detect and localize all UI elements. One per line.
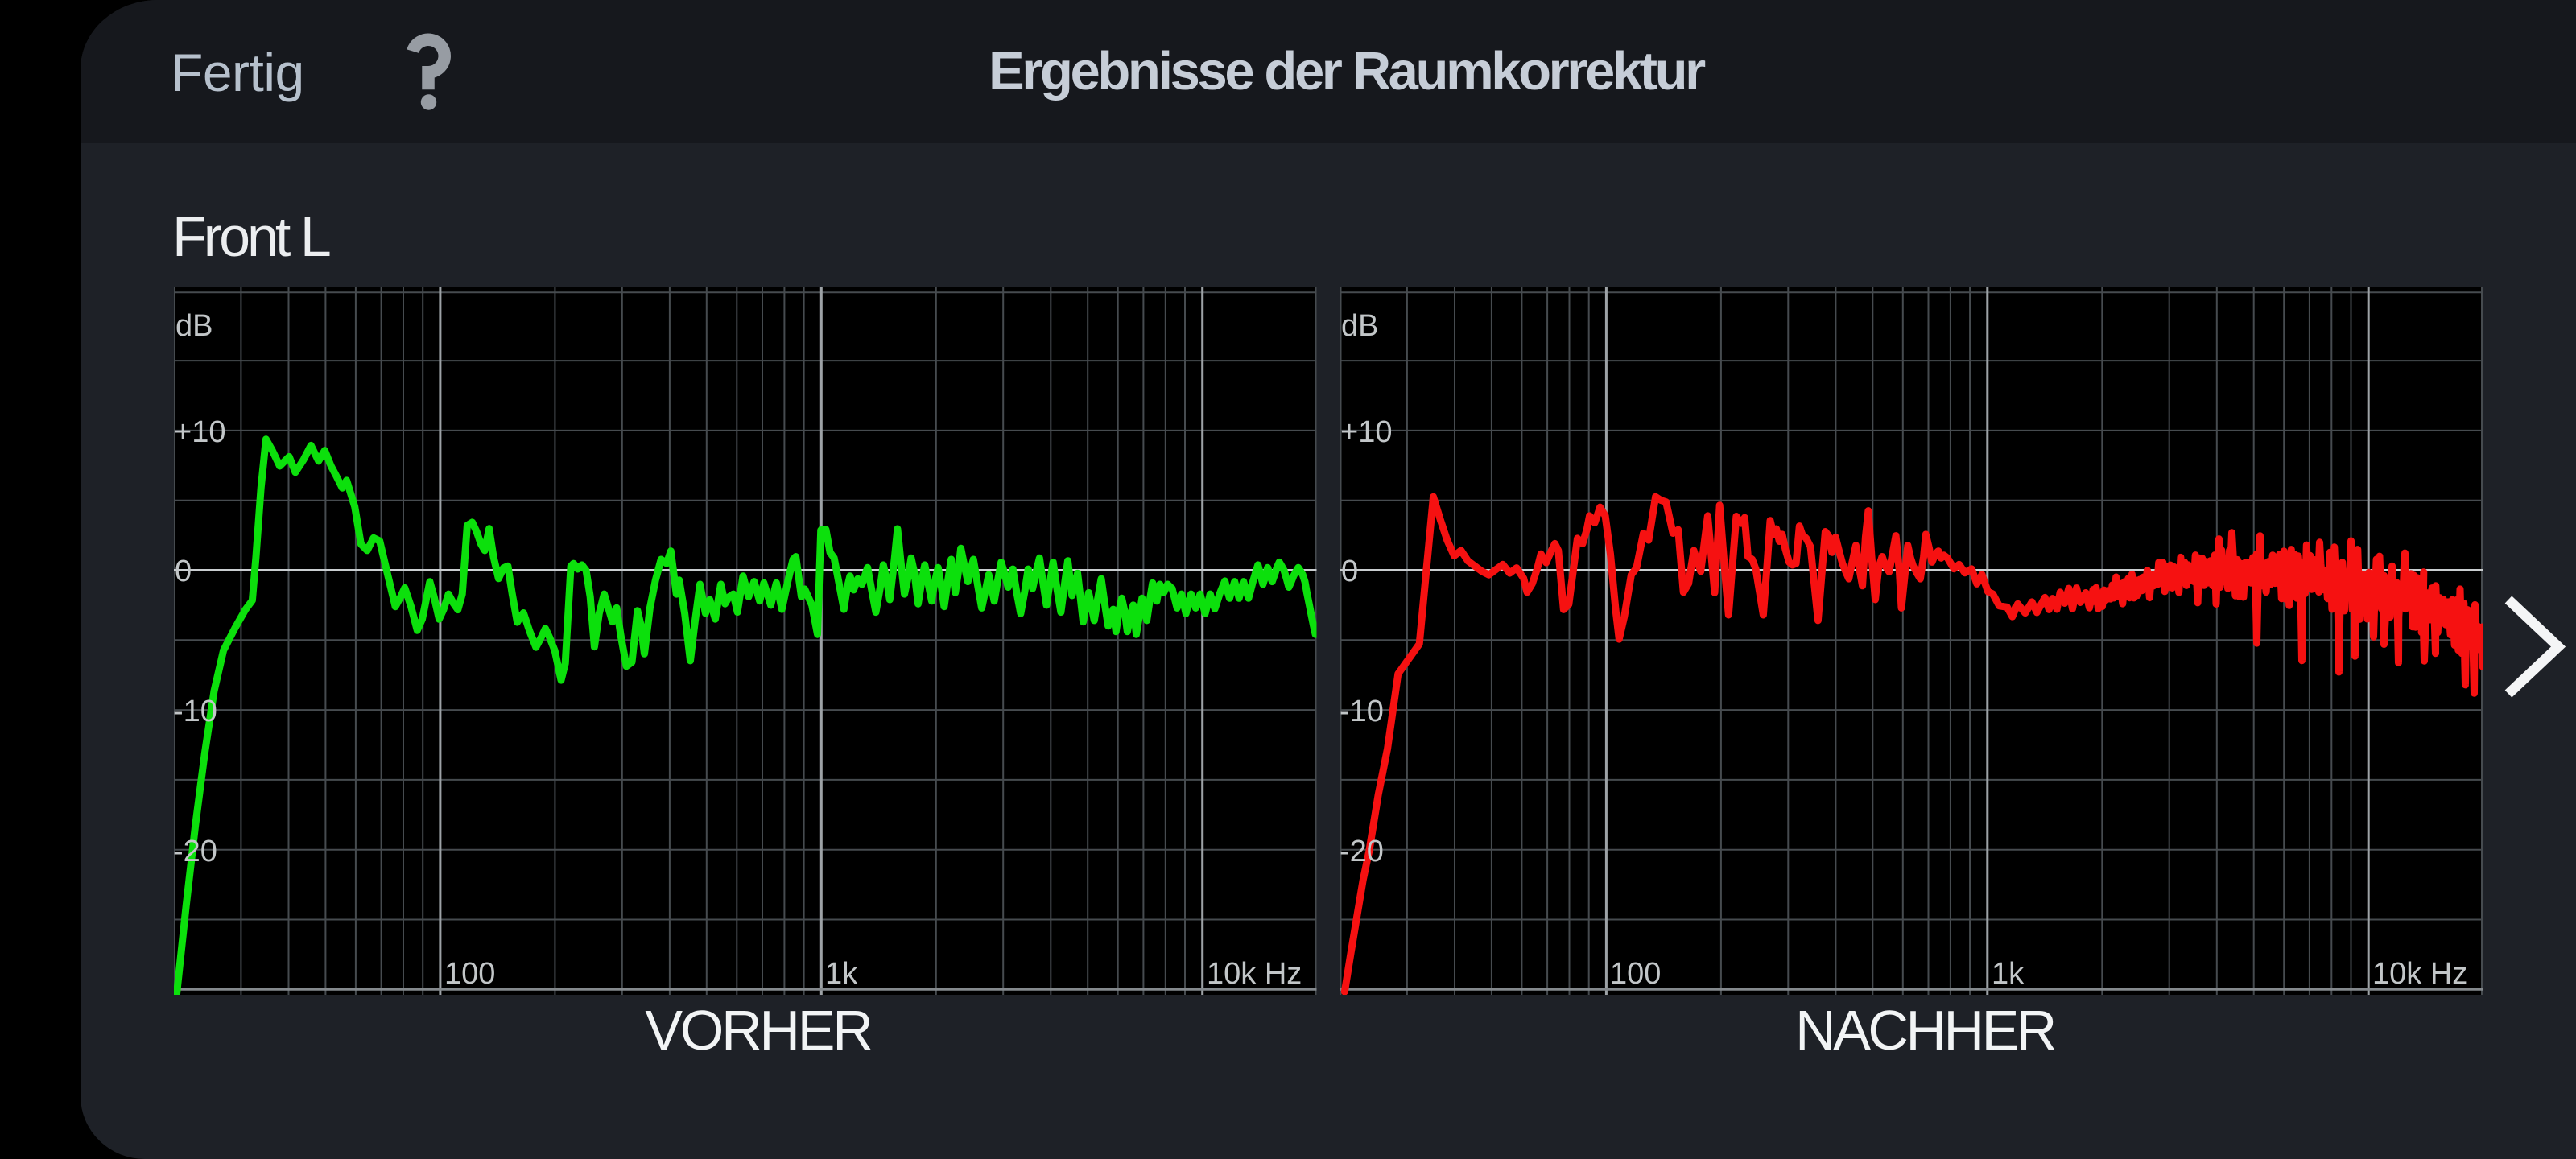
- svg-text:1k: 1k: [825, 957, 858, 991]
- svg-text:100: 100: [1610, 957, 1661, 991]
- svg-text:0: 0: [1341, 555, 1358, 588]
- svg-text:dB: dB: [1341, 309, 1378, 343]
- svg-text:0: 0: [175, 555, 192, 588]
- svg-text:+10: +10: [174, 415, 225, 449]
- svg-text:100: 100: [444, 957, 495, 991]
- svg-text:10k Hz: 10k Hz: [1207, 957, 1302, 991]
- svg-text:10k Hz: 10k Hz: [2372, 957, 2467, 991]
- svg-text:-20: -20: [173, 835, 217, 868]
- svg-text:-10: -10: [1340, 695, 1384, 728]
- svg-text:dB: dB: [175, 309, 213, 343]
- svg-text:-10: -10: [173, 695, 217, 728]
- svg-text:+10: +10: [1340, 415, 1392, 449]
- svg-text:-20: -20: [1340, 835, 1384, 868]
- svg-text:1k: 1k: [1992, 957, 2025, 991]
